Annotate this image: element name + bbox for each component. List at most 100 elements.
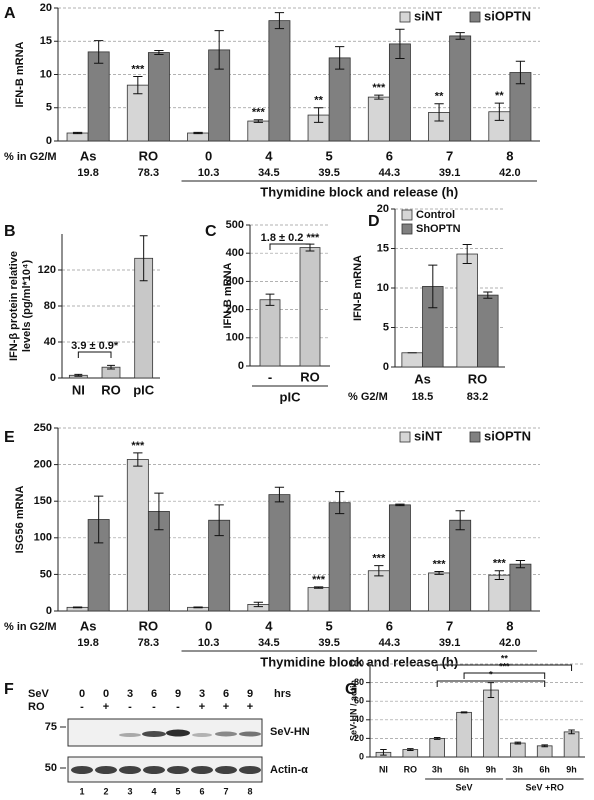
lane-condition: 6 [151,688,157,700]
x-tick-label: RO [404,764,418,774]
lane-number: 6 [199,786,204,796]
x-tick-label: 6h [459,764,470,774]
error-bar [74,373,83,377]
row-value: 39.5 [318,167,339,179]
significance-label: *** [131,440,145,452]
y-tick-label: 120 [38,264,56,276]
y-tick-label: 0 [238,360,244,372]
y-axis-label: SeV-HN / actin [348,680,358,741]
group-label: Thymidine block and release (h) [260,184,458,199]
significance-label: *** [312,574,326,586]
y-axis-label: IFN-B mRNA [222,262,234,328]
error-bar [494,570,504,581]
error-bar [72,131,83,135]
x-tick-label: - [268,369,272,384]
group-label: SeV +RO [526,782,564,792]
significance-label: *** [493,558,507,570]
bar [449,35,472,142]
y-tick-label: 50 [40,568,52,580]
x-tick-label: NI [72,382,85,397]
bar [247,120,270,142]
error-bar [274,486,285,503]
bar [328,57,351,142]
bar [429,738,445,758]
row-value: 39.1 [439,637,460,649]
lane-condition: 3 [199,688,205,700]
lane-number: 5 [175,786,180,796]
bar [456,711,472,758]
significance-label: *** [372,82,386,94]
x-tick-label: As [80,148,97,163]
row-value: 42.0 [499,167,520,179]
error-bar [494,102,504,121]
error-bar [380,749,387,756]
lane-condition: 0 [79,688,85,700]
y-tick-label: 10 [377,282,389,294]
group-label: SeV [456,782,473,792]
row-value: 78.3 [138,167,159,179]
lane-condition: + [103,701,109,713]
error-bar [193,131,203,135]
x-tick-label: As [414,371,431,386]
row-value: 10.3 [198,167,219,179]
y-tick-label: 5 [383,321,389,333]
bar [268,494,291,612]
bar [401,352,423,368]
significance-label: *** [252,107,266,119]
bar [488,574,511,612]
y-tick-label: 0 [50,372,56,384]
lane-condition: + [247,701,253,713]
lane-condition: - [176,701,180,713]
row-value: 78.3 [138,637,159,649]
error-bar [133,452,143,467]
bracket [436,680,546,687]
x-tick-label: 5 [326,148,333,163]
bar [126,459,149,612]
x-tick-label: 0 [205,618,212,633]
panel-label: B [4,223,16,240]
error-bar [487,682,495,698]
error-bar [455,32,465,40]
bracket [77,351,112,358]
legend-swatch [469,11,481,23]
bar [563,731,580,758]
error-bar [515,559,526,569]
x-tick-label: 8 [506,618,513,633]
y-tick-label: 250 [34,422,52,434]
marker-label: 75 [45,721,57,733]
bar [477,294,499,368]
y-tick-label: 0 [359,751,364,761]
y-tick-label: 40 [354,714,364,724]
lane-condition: 0 [103,688,109,700]
y-tick-label: 5 [46,102,52,114]
lane-number: 1 [79,786,84,796]
y-tick-label: 15 [377,242,389,254]
error-bar [313,107,324,123]
error-bar [335,491,345,515]
x-tick-label: 4 [265,148,273,163]
y-tick-label: 100 [34,532,52,544]
error-bar [214,504,224,537]
y-tick-label: 100 [226,332,244,344]
y-tick-label: 200 [34,459,52,471]
lane-condition: 9 [175,688,181,700]
bar [509,563,532,612]
bar [449,519,472,612]
row-value: 44.3 [379,637,400,649]
error-bar [154,50,164,56]
bracket [436,664,573,671]
legend-label: siNT [414,8,442,23]
group-label: Thymidine block and release (h) [260,654,458,669]
band-label: SeV-HN [270,726,310,738]
significance-label: ** [314,95,323,107]
x-tick-label: 0 [205,148,212,163]
y-tick-label: 0 [383,361,389,373]
annotation: *** [499,661,510,671]
bar [307,587,330,612]
y-axis-label: ISG56 mRNA [14,486,26,554]
y-tick-label: 100 [349,658,364,668]
panel-label: F [4,681,14,698]
row-label: % in G2/M [4,621,57,633]
x-tick-label: 3h [513,764,524,774]
error-bar [94,495,104,544]
